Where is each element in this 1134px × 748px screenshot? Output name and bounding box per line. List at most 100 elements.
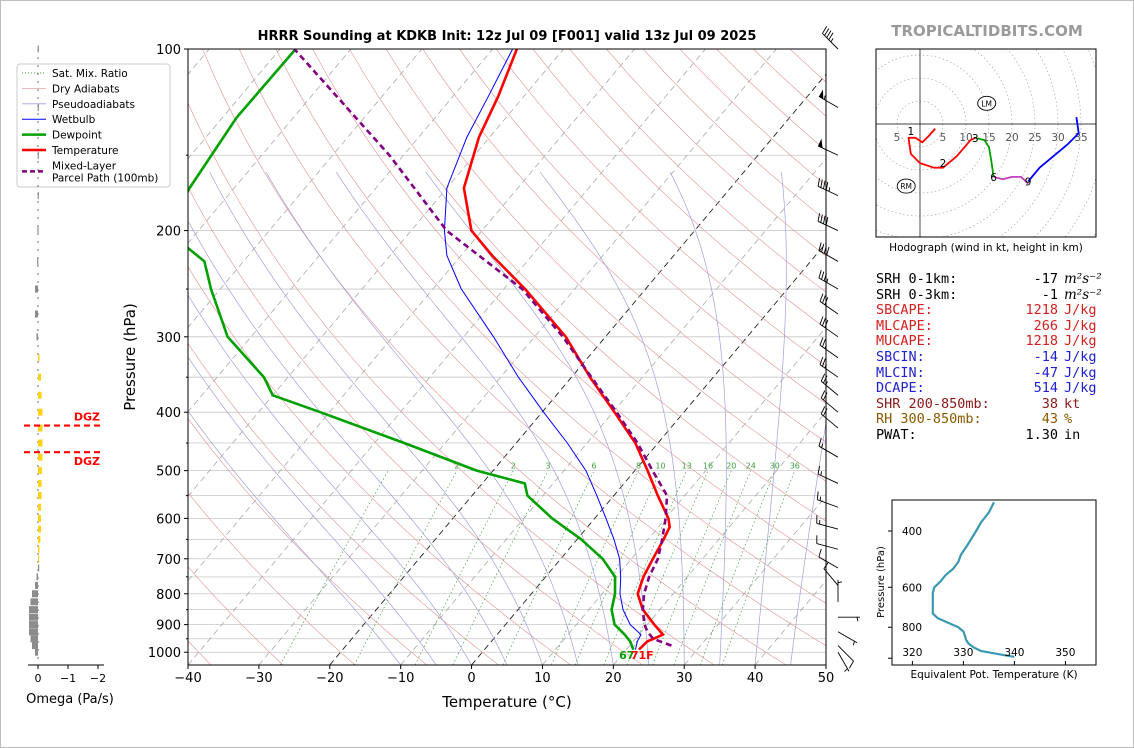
stat-row: SRH 0-3km: -1 m²s⁻² xyxy=(876,286,1116,304)
wind-barb-shaft xyxy=(816,522,839,530)
skewt-y-axis-label: Pressure (hPa) xyxy=(121,303,139,411)
wind-barb-full xyxy=(820,406,826,415)
wind-barb xyxy=(818,242,839,262)
stat-label: SRH 0-3km: xyxy=(876,286,958,303)
dry-adiabat-line xyxy=(188,342,499,665)
stat-value: 266 xyxy=(1033,317,1058,334)
legend: Sat. Mix. Ratio Dry Adiabats Pseudoadiabat… xyxy=(16,63,171,188)
x-tick-label: 0 xyxy=(467,671,475,686)
dry-adiabat-line xyxy=(188,492,356,665)
mixing-ratio-line xyxy=(699,470,776,665)
stat-row: DCAPE: 514 J/kg xyxy=(876,381,1116,397)
omega-bar xyxy=(37,192,39,200)
stat-unit: % xyxy=(1064,411,1073,428)
legend-label: Pseudoadiabats xyxy=(52,99,135,111)
stat-row: SRH 0-1km: -17 m²s⁻² xyxy=(876,271,1116,288)
theta-e-line xyxy=(931,501,1015,658)
omega-bar xyxy=(35,648,38,656)
dry-adiabat-line xyxy=(422,49,826,443)
mixing-ratio-label: 2 xyxy=(454,462,459,471)
stat-unit: kt xyxy=(1064,395,1081,412)
omega-bar xyxy=(38,354,40,362)
stat-value: -1 xyxy=(1041,286,1058,303)
mixing-ratio-line xyxy=(353,470,458,665)
wind-barb-shaft xyxy=(818,250,839,262)
wind-barb xyxy=(838,616,860,622)
wind-barb-half xyxy=(826,278,829,283)
pseudoadiabat-line xyxy=(188,294,472,665)
stat-unit: m²s⁻² xyxy=(1064,286,1102,303)
wind-barb-half xyxy=(852,641,855,646)
omega-panel: 0 −1 −2 DGZ DGZ xyxy=(24,45,106,685)
y-tick-label: 1000 xyxy=(148,646,181,661)
wind-barb-full xyxy=(819,337,824,346)
isotherm-line xyxy=(683,495,826,665)
wind-barb-full xyxy=(823,215,826,224)
wind-barb xyxy=(817,178,839,197)
mixing-ratio-label: 13 xyxy=(682,462,692,471)
x-tick-label: 10 xyxy=(534,671,551,686)
y-tick-label: 800 xyxy=(156,588,181,603)
stat-unit: J/kg xyxy=(1064,380,1097,397)
theta-e-y-tick-label: 800 xyxy=(902,622,922,634)
wind-barb-half xyxy=(828,187,831,192)
y-tick-label: 500 xyxy=(156,465,181,480)
wind-barb-full xyxy=(820,373,826,382)
omega-bar xyxy=(29,628,38,636)
wind-barb xyxy=(818,89,839,108)
skewt-x-axis-label: Temperature (°C) xyxy=(441,693,571,711)
wind-barb-full xyxy=(820,214,823,223)
dry-adiabat-line xyxy=(188,265,571,665)
x-tick-label: −20 xyxy=(316,671,343,686)
isotherm-line xyxy=(188,49,635,582)
surface-temperature-label: 71F xyxy=(631,649,654,662)
legend-label: Parcel Path (100mb) xyxy=(52,172,158,184)
dry-adiabat-line xyxy=(312,49,826,563)
wind-barb-full xyxy=(822,295,826,304)
wind-barb-full xyxy=(817,465,821,475)
mixing-ratio-label: 3 xyxy=(546,462,551,471)
wind-barb-shaft xyxy=(837,631,858,644)
y-tick-label: 400 xyxy=(156,406,181,421)
stat-value: -47 xyxy=(1033,364,1058,381)
pseudoadiabat-line xyxy=(209,171,543,665)
omega-bar xyxy=(37,227,39,235)
pseudoadiabat-line xyxy=(754,172,787,665)
theta-e-x-tick-label: 350 xyxy=(1055,647,1075,659)
storm-motion-marker xyxy=(977,95,997,111)
mixing-ratio-label: 20 xyxy=(726,462,736,471)
pseudoadiabat-line xyxy=(539,171,685,665)
wind-barb xyxy=(818,269,839,290)
wind-barb xyxy=(820,406,839,429)
storm-motion-label: LM xyxy=(981,99,992,108)
wind-barb-shaft xyxy=(820,397,839,413)
wind-barb-full xyxy=(826,30,832,38)
legend-label: Dewpoint xyxy=(52,130,102,142)
omega-bar xyxy=(35,285,38,293)
isotherm-line xyxy=(258,49,777,665)
y-tick-label: 900 xyxy=(156,619,181,634)
wind-barb-full xyxy=(848,660,854,669)
surface-dewpoint-label: 67 xyxy=(619,649,634,662)
stat-label: MLCAPE: xyxy=(876,317,933,334)
stat-row: MUCAPE: 1218 J/kg xyxy=(876,334,1116,350)
wind-barb-half xyxy=(844,668,848,672)
wind-barb-half xyxy=(820,471,823,476)
mixing-ratio-label: 6 xyxy=(592,462,597,471)
temperature-line xyxy=(462,49,672,651)
skewt-plot-frame xyxy=(187,48,827,666)
stat-label: SRH 0-1km: xyxy=(876,271,958,287)
pseudoadiabat-line xyxy=(790,420,826,665)
omega-bar xyxy=(38,492,42,500)
hodograph-ring-label: 10 xyxy=(959,132,972,144)
stat-row: SHR 200-850mb: 38 kt xyxy=(876,395,1116,413)
y-tick-label: 600 xyxy=(156,512,181,527)
stat-unit: J/kg xyxy=(1064,348,1097,365)
mixing-ratio-line xyxy=(550,470,639,665)
omega-bar xyxy=(38,408,43,416)
wind-barb-shaft xyxy=(817,185,839,197)
stat-row: SBCAPE: 1218 J/kg xyxy=(876,303,1116,319)
wind-barb xyxy=(819,356,839,378)
wind-barb-full xyxy=(822,358,826,367)
